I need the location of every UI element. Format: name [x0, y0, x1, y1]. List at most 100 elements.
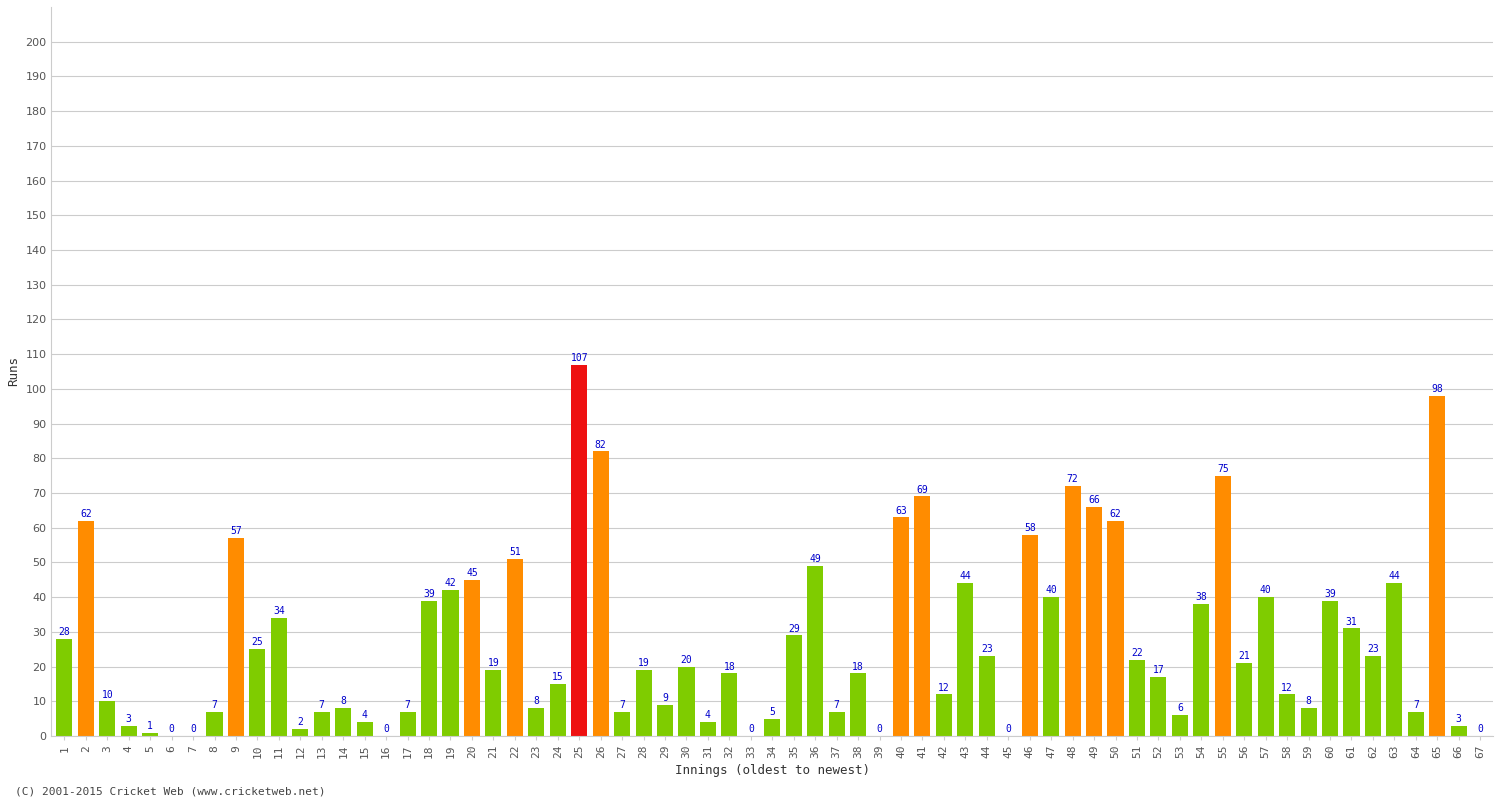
Text: 0: 0 — [748, 724, 754, 734]
Text: 0: 0 — [190, 724, 196, 734]
Text: 7: 7 — [620, 700, 626, 710]
Text: 5: 5 — [770, 707, 776, 717]
Bar — [1408, 712, 1424, 736]
Text: 21: 21 — [1239, 651, 1250, 662]
Bar — [1150, 677, 1167, 736]
Bar — [486, 670, 501, 736]
Bar — [678, 666, 694, 736]
Text: 18: 18 — [723, 662, 735, 672]
Text: 17: 17 — [1152, 666, 1164, 675]
Bar — [78, 521, 94, 736]
Bar — [1344, 628, 1359, 736]
Text: 23: 23 — [981, 644, 993, 654]
Bar — [957, 583, 974, 736]
Bar — [936, 694, 952, 736]
Text: 58: 58 — [1024, 523, 1035, 533]
Bar — [1107, 521, 1124, 736]
Bar — [399, 712, 416, 736]
Bar — [592, 451, 609, 736]
Text: 1: 1 — [147, 721, 153, 730]
Text: 19: 19 — [638, 658, 650, 668]
Bar — [1365, 656, 1382, 736]
Text: 107: 107 — [570, 353, 588, 362]
Bar — [1172, 715, 1188, 736]
Bar — [228, 538, 244, 736]
Bar — [1042, 597, 1059, 736]
Text: 63: 63 — [896, 506, 908, 515]
Text: 7: 7 — [834, 700, 840, 710]
Text: 72: 72 — [1066, 474, 1078, 484]
Text: 31: 31 — [1346, 617, 1358, 626]
Text: 0: 0 — [876, 724, 882, 734]
Bar — [978, 656, 994, 736]
Text: 22: 22 — [1131, 648, 1143, 658]
Bar — [334, 708, 351, 736]
Bar — [1236, 663, 1252, 736]
Text: 4: 4 — [362, 710, 368, 720]
Bar — [722, 674, 738, 736]
Text: 9: 9 — [662, 693, 668, 703]
Text: 7: 7 — [1413, 700, 1419, 710]
Bar — [807, 566, 824, 736]
Text: 19: 19 — [488, 658, 500, 668]
Bar — [636, 670, 651, 736]
Text: 69: 69 — [916, 485, 928, 494]
Text: 15: 15 — [552, 672, 564, 682]
Bar — [572, 365, 586, 736]
Text: 45: 45 — [466, 568, 478, 578]
Bar — [1022, 534, 1038, 736]
Bar — [786, 635, 802, 736]
Text: 20: 20 — [681, 655, 693, 665]
Text: 75: 75 — [1216, 464, 1228, 474]
Text: 62: 62 — [80, 509, 92, 519]
Text: 3: 3 — [1456, 714, 1461, 724]
Text: 57: 57 — [230, 526, 242, 536]
Text: 0: 0 — [382, 724, 388, 734]
Text: 39: 39 — [423, 589, 435, 599]
Text: 7: 7 — [211, 700, 217, 710]
Bar — [549, 684, 566, 736]
Bar — [1386, 583, 1402, 736]
Text: 0: 0 — [1478, 724, 1484, 734]
Bar — [1065, 486, 1080, 736]
Bar — [207, 712, 222, 736]
Text: 2: 2 — [297, 718, 303, 727]
Text: (C) 2001-2015 Cricket Web (www.cricketweb.net): (C) 2001-2015 Cricket Web (www.cricketwe… — [15, 786, 326, 796]
Bar — [1086, 507, 1102, 736]
Bar — [657, 705, 674, 736]
Bar — [99, 702, 116, 736]
Text: 12: 12 — [1281, 682, 1293, 693]
Bar — [314, 712, 330, 736]
Text: 40: 40 — [1260, 586, 1272, 595]
Text: 8: 8 — [534, 697, 538, 706]
Bar — [915, 497, 930, 736]
Text: 34: 34 — [273, 606, 285, 616]
Text: 10: 10 — [102, 690, 112, 699]
Text: 23: 23 — [1366, 644, 1378, 654]
Bar — [1130, 659, 1144, 736]
Text: 49: 49 — [810, 554, 820, 564]
Text: 8: 8 — [340, 697, 346, 706]
Text: 82: 82 — [596, 439, 606, 450]
Bar — [700, 722, 715, 736]
Bar — [442, 590, 459, 736]
Bar — [464, 580, 480, 736]
Bar — [142, 733, 158, 736]
Bar — [357, 722, 372, 736]
Bar — [528, 708, 544, 736]
Bar — [272, 618, 286, 736]
Bar — [120, 726, 136, 736]
Bar — [1280, 694, 1294, 736]
Text: 51: 51 — [509, 547, 520, 557]
Text: 28: 28 — [58, 627, 70, 637]
Text: 29: 29 — [788, 623, 800, 634]
Text: 25: 25 — [252, 638, 264, 647]
Bar — [1430, 396, 1446, 736]
Text: 0: 0 — [168, 724, 174, 734]
Text: 40: 40 — [1046, 586, 1058, 595]
Text: 8: 8 — [1305, 697, 1311, 706]
Bar — [828, 712, 844, 736]
Text: 7: 7 — [320, 700, 324, 710]
Text: 44: 44 — [1389, 571, 1401, 582]
Text: 0: 0 — [1005, 724, 1011, 734]
